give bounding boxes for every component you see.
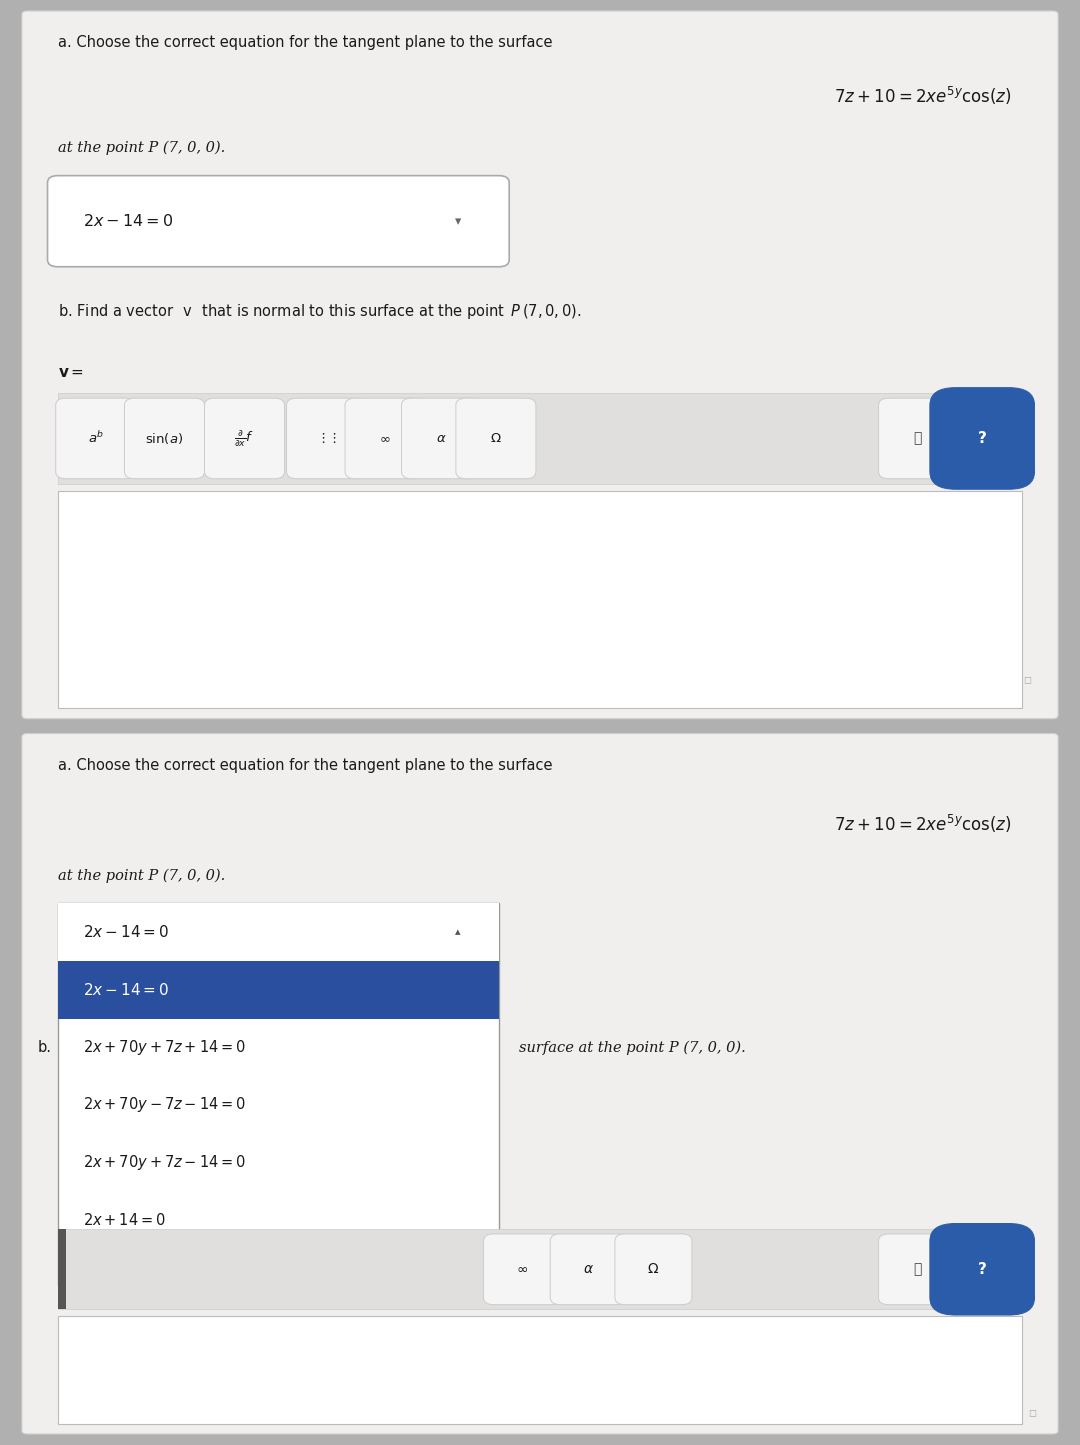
FancyBboxPatch shape [204,399,284,478]
FancyBboxPatch shape [346,399,426,478]
Text: $2x - 14 = 0$: $2x - 14 = 0$ [83,214,174,230]
Text: $\Omega$: $\Omega$ [647,1263,660,1276]
Text: at the point P (7, 0, 0).: at the point P (7, 0, 0). [58,140,225,155]
Text: $7z + 10 = 2xe^{5y}\cos(z)$: $7z + 10 = 2xe^{5y}\cos(z)$ [834,814,1012,835]
Text: a. Choose the correct equation for the tangent plane to the surface: a. Choose the correct equation for the t… [58,757,552,773]
FancyBboxPatch shape [456,399,536,478]
Text: ◻: ◻ [1028,1409,1037,1418]
Bar [58,491,1022,708]
FancyBboxPatch shape [22,12,1058,718]
Text: 🗑: 🗑 [913,432,921,445]
Bar [58,961,499,1019]
Text: $\Omega$: $\Omega$ [490,432,502,445]
Text: ◻: ◻ [1023,675,1031,685]
Text: 🗑: 🗑 [913,1263,921,1276]
FancyBboxPatch shape [879,399,956,478]
FancyBboxPatch shape [402,399,482,478]
Text: $2x + 70y + 7z − 14 = 0$: $2x + 70y + 7z − 14 = 0$ [83,1153,246,1172]
Text: $\alpha$: $\alpha$ [436,432,447,445]
FancyBboxPatch shape [22,734,1058,1433]
Text: ▴: ▴ [455,928,461,938]
Text: $\sin(a)$: $\sin(a)$ [146,431,184,447]
FancyBboxPatch shape [930,1224,1035,1315]
Text: ?: ? [977,431,987,447]
FancyBboxPatch shape [930,387,1035,490]
Text: b. Find a vector   v   that is normal to this surface at the point  $P\,(7, 0, 0: b. Find a vector v that is normal to thi… [58,302,581,321]
Text: a. Choose the correct equation for the tangent plane to the surface: a. Choose the correct equation for the t… [58,36,552,51]
FancyBboxPatch shape [615,1234,692,1305]
Bar [58,1230,1022,1309]
Bar [58,1230,66,1309]
Text: $\frac{\partial}{\partial x}f$: $\frac{\partial}{\partial x}f$ [234,428,255,449]
Text: surface at the point P (7, 0, 0).: surface at the point P (7, 0, 0). [519,1040,746,1055]
FancyBboxPatch shape [551,1234,627,1305]
Text: $\infty$: $\infty$ [379,432,391,445]
Text: $2x + 14 = 0$: $2x + 14 = 0$ [83,1212,166,1228]
Text: $2x - 14 = 0$: $2x - 14 = 0$ [83,925,170,941]
Bar [58,393,1022,484]
FancyBboxPatch shape [124,399,204,478]
Text: $\alpha$: $\alpha$ [583,1263,594,1276]
FancyBboxPatch shape [286,399,366,478]
Text: ?: ? [977,1261,987,1277]
Text: $\vdots\!\vdots$: $\vdots\!\vdots$ [316,432,337,445]
Text: $a^b$: $a^b$ [87,431,104,447]
Text: $2x + 70y + 7z + 14 = 0$: $2x + 70y + 7z + 14 = 0$ [83,1038,246,1056]
Text: $\infty$: $\infty$ [516,1263,528,1276]
Bar [58,1316,1022,1423]
Text: $2x + 70y − 7z − 14 = 0$: $2x + 70y − 7z − 14 = 0$ [83,1095,246,1114]
Text: $7z + 10 = 2xe^{5y}\cos(z)$: $7z + 10 = 2xe^{5y}\cos(z)$ [834,84,1012,107]
FancyBboxPatch shape [879,1234,956,1305]
Bar [58,903,499,1285]
Text: b.: b. [37,1040,51,1055]
FancyBboxPatch shape [56,399,136,478]
Text: ▾: ▾ [455,215,461,228]
Bar [58,903,499,961]
Text: $\mathbf{v} =$: $\mathbf{v} =$ [58,364,84,380]
FancyBboxPatch shape [48,176,510,267]
FancyBboxPatch shape [484,1234,561,1305]
Text: at the point P (7, 0, 0).: at the point P (7, 0, 0). [58,868,225,883]
Text: $2x - 14 = 0$: $2x - 14 = 0$ [83,981,170,997]
